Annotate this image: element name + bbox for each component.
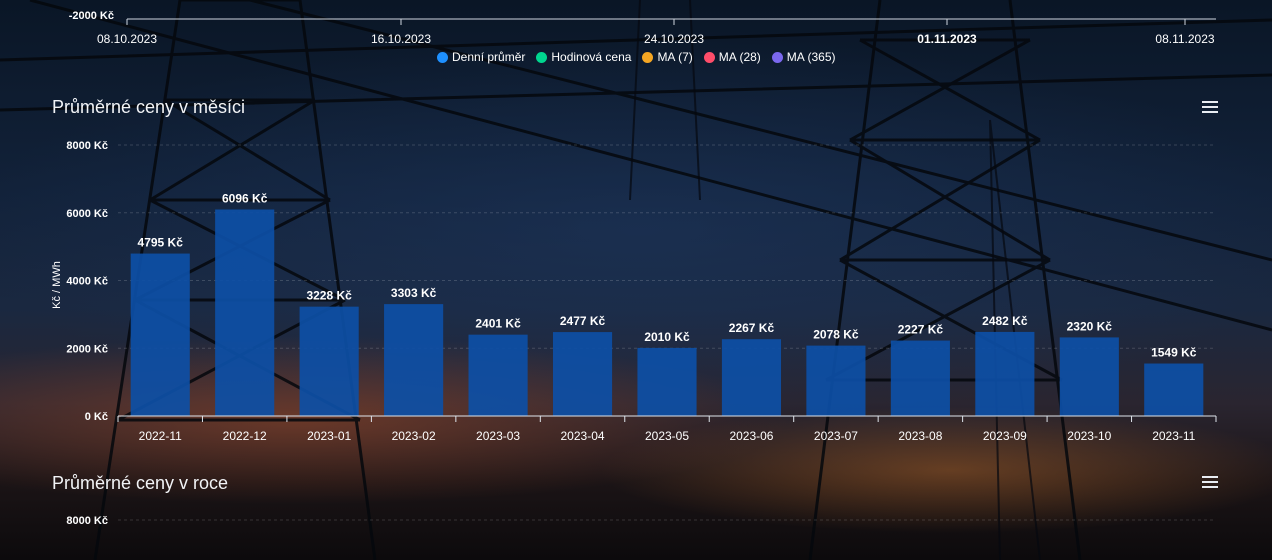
bar-2022-12[interactable] — [215, 209, 275, 416]
monthly-chart-menu-button[interactable] — [1202, 101, 1218, 113]
data-label-2023-03: 2401 Kč — [475, 317, 521, 331]
hamburger-menu-icon — [1202, 101, 1218, 103]
daily-chart-legend: Denní průměr Hodinová cena MA (7) MA (28… — [437, 50, 835, 64]
x-tick-label-2023-10: 2023-10 — [1067, 429, 1111, 443]
x-tick-label-2023-02: 2023-02 — [392, 429, 436, 443]
legend-label: Denní průměr — [452, 50, 526, 64]
bar-2023-10[interactable] — [1059, 337, 1119, 416]
legend-marker — [703, 51, 715, 63]
legend-item-denni-prumer[interactable]: Denní průměr — [437, 50, 525, 64]
legend-marker — [642, 51, 654, 63]
yearly-section-title: Průměrné ceny v roce — [52, 473, 229, 493]
bar-2023-08[interactable] — [890, 340, 950, 416]
data-label-2023-06: 2267 Kč — [729, 321, 775, 335]
daily-y-tick: -2000 Kč — [69, 10, 114, 22]
bar-2023-05[interactable] — [637, 347, 697, 416]
x-tick-label-2023-06: 2023-06 — [729, 429, 773, 443]
bar-2023-09[interactable] — [975, 331, 1035, 416]
axis-layer: 0 Kč 2000 Kč 4000 Kč 6000 Kč 8000 Kč 2022-11 2… — [66, 140, 1217, 443]
bar-2023-04[interactable] — [552, 332, 613, 416]
legend-label: MA (28) — [718, 50, 761, 64]
legend-item-hodinova-cena[interactable]: Hodinová cena — [536, 50, 631, 64]
data-label-2023-08: 2227 Kč — [898, 323, 944, 337]
data-label-2023-07: 2078 Kč — [813, 328, 859, 342]
daily-x-label: 16.10.2023 — [371, 32, 431, 46]
data-label-2023-02: 3303 Kč — [391, 286, 437, 300]
data-label-2023-04: 2477 Kč — [560, 314, 606, 328]
daily-x-label: 24.10.2023 — [644, 32, 704, 46]
x-tick-label-2023-03: 2023-03 — [476, 429, 520, 443]
legend-marker — [437, 51, 448, 63]
yearly-y-tick: 8000 Kč — [66, 515, 108, 527]
y-axis-title: Kč / MWh — [51, 261, 63, 309]
legend-item-ma-365[interactable]: MA (365) — [771, 50, 836, 64]
data-label-2023-11: 1549 Kč — [1151, 346, 1197, 360]
monthly-bar-chart: Kč / MWh 4795 Kč 6096 Kč 3228 Kč 3303 Kč 240… — [51, 140, 1217, 443]
daily-price-chart: -2000 Kč 08.10.2023 16.10.2023 24.10.202… — [0, 0, 1272, 70]
legend-label: Hodinová cena — [551, 50, 632, 64]
yearly-chart-axis: 8000 Kč — [66, 515, 1216, 527]
bar-2023-11[interactable] — [1144, 363, 1204, 416]
legend-label: MA (7) — [657, 50, 693, 64]
daily-chart-axis: -2000 Kč 08.10.2023 16.10.2023 24.10.202… — [69, 10, 1216, 46]
legend-item-ma-7[interactable]: MA (7) — [642, 50, 693, 64]
x-tick-label-2023-11: 2023-11 — [1152, 429, 1195, 443]
bar-layer: 4795 Kč 6096 Kč 3228 Kč 3303 Kč 2401 Kč 2477 … — [130, 191, 1204, 416]
legend-marker — [771, 51, 783, 63]
y-tick-label: 4000 Kč — [66, 276, 108, 288]
x-tick-label-2023-01: 2023-01 — [307, 429, 351, 443]
x-tick-label-2023-08: 2023-08 — [898, 429, 942, 443]
yearly-chart-menu-button[interactable] — [1202, 476, 1218, 488]
grid-layer — [118, 144, 1216, 349]
bar-2023-03[interactable] — [468, 334, 528, 416]
y-tick-label: 0 Kč — [85, 411, 108, 423]
legend-marker — [536, 51, 548, 63]
hamburger-menu-icon-line — [1202, 106, 1218, 108]
bar-2023-01[interactable] — [299, 306, 359, 416]
hamburger-menu-icon-line — [1202, 486, 1218, 488]
x-tick-label-2023-04: 2023-04 — [561, 429, 605, 443]
hamburger-menu-icon-line — [1202, 111, 1218, 113]
daily-x-label: 08.10.2023 — [97, 32, 157, 46]
legend-item-ma-28[interactable]: MA (28) — [703, 50, 761, 64]
x-tick-label-2023-07: 2023-07 — [814, 429, 858, 443]
x-tick-label-2022-12: 2022-12 — [223, 429, 267, 443]
daily-x-label: 08.11.2023 — [1155, 32, 1214, 46]
x-tick-label-2022-11: 2022-11 — [139, 429, 182, 443]
y-tick-label: 8000 Kč — [66, 140, 108, 152]
daily-x-label-bold: 01.11.2023 — [917, 32, 977, 46]
y-tick-label: 2000 Kč — [66, 343, 108, 355]
hamburger-menu-icon — [1202, 476, 1218, 478]
data-label-2023-01: 3228 Kč — [306, 289, 352, 303]
hamburger-menu-icon-line — [1202, 481, 1218, 483]
data-label-2023-09: 2482 Kč — [982, 314, 1028, 328]
x-tick-label-2023-05: 2023-05 — [645, 429, 689, 443]
y-tick-label: 6000 Kč — [66, 208, 108, 220]
data-label-2022-11: 4795 Kč — [138, 236, 184, 250]
legend-label: MA (365) — [786, 50, 836, 64]
bar-2023-06[interactable] — [721, 339, 782, 416]
x-tick-label-2023-09: 2023-09 — [983, 429, 1027, 443]
monthly-section-title: Průměrné ceny v měsíci — [52, 97, 246, 117]
data-label-2023-05: 2010 Kč — [644, 330, 690, 344]
data-label-2022-12: 6096 Kč — [222, 191, 268, 205]
bar-2023-02[interactable] — [384, 304, 444, 416]
data-label-2023-10: 2320 Kč — [1067, 319, 1113, 333]
bar-2022-11[interactable] — [130, 253, 190, 416]
bar-2023-07[interactable] — [806, 345, 866, 416]
